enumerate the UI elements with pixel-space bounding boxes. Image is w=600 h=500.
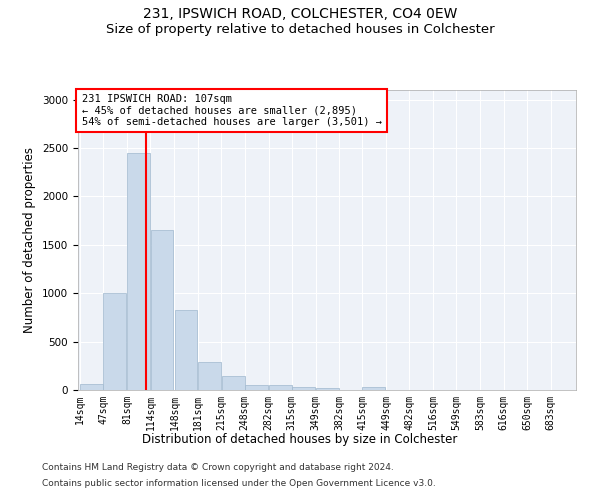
Bar: [292, 386, 315, 390]
Bar: [198, 362, 221, 390]
Text: Size of property relative to detached houses in Colchester: Size of property relative to detached ho…: [106, 22, 494, 36]
Bar: [362, 386, 385, 390]
Text: 231, IPSWICH ROAD, COLCHESTER, CO4 0EW: 231, IPSWICH ROAD, COLCHESTER, CO4 0EW: [143, 8, 457, 22]
Text: Distribution of detached houses by size in Colchester: Distribution of detached houses by size …: [142, 432, 458, 446]
Bar: [245, 384, 268, 390]
Text: 231 IPSWICH ROAD: 107sqm
← 45% of detached houses are smaller (2,895)
54% of sem: 231 IPSWICH ROAD: 107sqm ← 45% of detach…: [82, 94, 382, 127]
Bar: [175, 310, 197, 390]
Bar: [103, 293, 127, 390]
Bar: [316, 388, 339, 390]
Text: Contains public sector information licensed under the Open Government Licence v3: Contains public sector information licen…: [42, 478, 436, 488]
Y-axis label: Number of detached properties: Number of detached properties: [23, 147, 37, 333]
Bar: [151, 230, 173, 390]
Bar: [127, 153, 150, 390]
Bar: [269, 385, 292, 390]
Bar: [221, 376, 245, 390]
Text: Contains HM Land Registry data © Crown copyright and database right 2024.: Contains HM Land Registry data © Crown c…: [42, 464, 394, 472]
Bar: [80, 384, 103, 390]
